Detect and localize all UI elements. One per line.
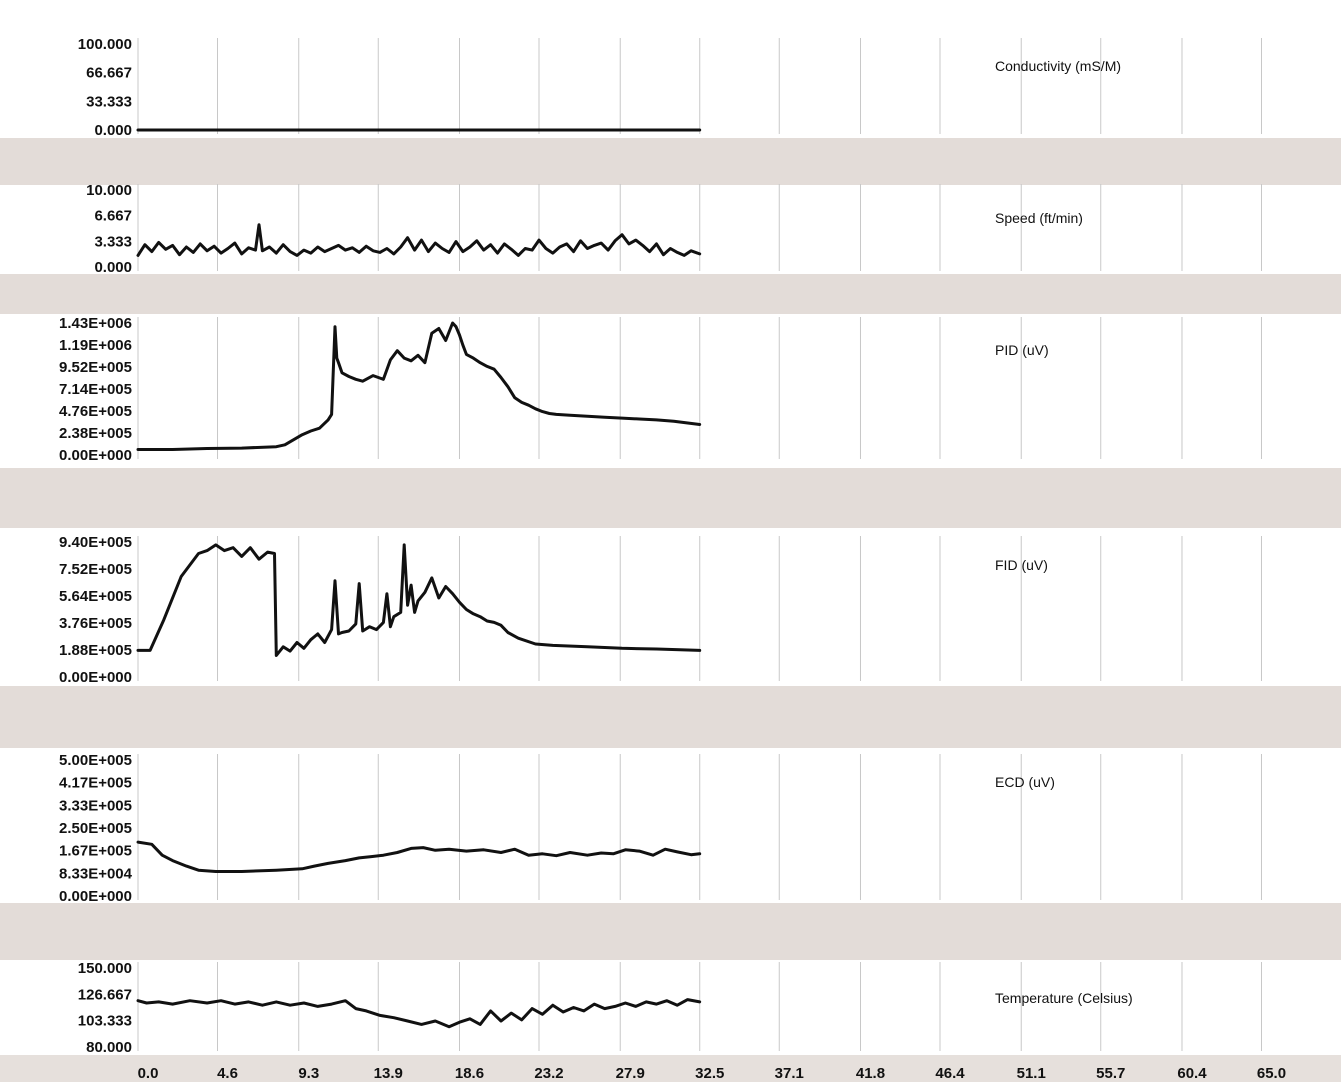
x-axis: 0.0 4.6 9.3 13.9 18.6 23.2 27.9 32.5 37.1 41.8 46.… xyxy=(138,1065,1287,1082)
y-tick-label: 7.52E+005 xyxy=(59,561,132,578)
y-tick-label: 103.333 xyxy=(78,1013,132,1030)
series-label: ECD (uV) xyxy=(995,774,1055,790)
y-tick-label: 150.000 xyxy=(78,960,132,977)
y-tick-label: 5.00E+005 xyxy=(59,752,132,769)
chart-panel: 5.00E+005 4.17E+005 3.33E+005 2.50E+005 1.67… xyxy=(59,752,1055,905)
y-tick-label: 100.000 xyxy=(78,36,132,53)
y-tick-label: 3.333 xyxy=(94,233,132,250)
y-tick-label: 6.667 xyxy=(94,208,132,225)
series-label: FID (uV) xyxy=(995,557,1048,573)
series-line xyxy=(136,543,702,657)
x-tick-label: 46.4 xyxy=(935,1065,965,1082)
y-tick-label: 8.33E+004 xyxy=(59,865,133,882)
x-tick-label: 37.1 xyxy=(775,1065,804,1082)
y-tick-label: 7.14E+005 xyxy=(59,381,132,398)
y-tick-label: 10.000 xyxy=(86,182,132,199)
y-tick-label: 9.52E+005 xyxy=(59,359,132,376)
panel-separator-band xyxy=(0,138,1341,185)
chart-panels: 100.000 66.667 33.333 0.000 Conductivity (mS… xyxy=(59,36,1133,1056)
x-tick-label: 9.3 xyxy=(298,1065,319,1082)
y-tick-label: 1.19E+006 xyxy=(59,337,132,354)
x-tick-label: 0.0 xyxy=(138,1065,159,1082)
y-tick-label: 0.00E+000 xyxy=(59,669,132,686)
x-tick-label: 23.2 xyxy=(534,1065,563,1082)
y-tick-label: 2.38E+005 xyxy=(59,425,132,442)
chart-panel: 9.40E+005 7.52E+005 5.64E+005 3.76E+005 1.88… xyxy=(59,534,1048,686)
y-tick-label: 126.667 xyxy=(78,986,132,1003)
y-tick-label: 66.667 xyxy=(86,65,132,82)
panel-separator-band xyxy=(0,903,1341,960)
chart-panel: 100.000 66.667 33.333 0.000 Conductivity (mS… xyxy=(78,36,1121,139)
chart-panel: 150.000 126.667 103.333 80.000 Temperature (… xyxy=(78,960,1133,1056)
y-tick-label: 80.000 xyxy=(86,1039,132,1056)
series-label: PID (uV) xyxy=(995,342,1049,358)
y-tick-label: 0.00E+000 xyxy=(59,447,132,464)
y-tick-label: 9.40E+005 xyxy=(59,534,132,551)
grid-lines xyxy=(137,38,1262,1051)
series-label: Temperature (Celsius) xyxy=(995,990,1133,1006)
x-tick-label: 27.9 xyxy=(616,1065,645,1082)
y-tick-label: 3.76E+005 xyxy=(59,615,132,632)
x-tick-label: 65.0 xyxy=(1257,1065,1286,1082)
panel-separator-band xyxy=(0,686,1341,748)
x-tick-label: 13.9 xyxy=(374,1065,403,1082)
series-line xyxy=(136,321,702,451)
x-tick-label: 41.8 xyxy=(856,1065,885,1082)
y-tick-label: 2.50E+005 xyxy=(59,820,132,837)
y-tick-label: 4.76E+005 xyxy=(59,403,132,420)
panel-separator-band xyxy=(0,468,1341,528)
series-line xyxy=(136,840,702,873)
y-tick-label: 0.000 xyxy=(94,122,132,139)
x-tick-label: 60.4 xyxy=(1177,1065,1207,1082)
y-tick-label: 0.00E+000 xyxy=(59,888,132,905)
x-tick-label: 18.6 xyxy=(455,1065,484,1082)
y-tick-label: 5.64E+005 xyxy=(59,588,132,605)
y-tick-label: 1.67E+005 xyxy=(59,843,132,860)
panel-separator-band xyxy=(0,274,1341,314)
y-tick-label: 0.000 xyxy=(94,259,132,276)
x-tick-label: 55.7 xyxy=(1096,1065,1125,1082)
x-tick-label: 51.1 xyxy=(1017,1065,1046,1082)
chart-panel: 1.43E+006 1.19E+006 9.52E+005 7.14E+005 4.76… xyxy=(59,315,1049,464)
x-tick-label: 4.6 xyxy=(217,1065,238,1082)
series-line xyxy=(136,998,702,1029)
y-tick-label: 1.88E+005 xyxy=(59,642,132,659)
y-tick-label: 4.17E+005 xyxy=(59,775,132,792)
chart-panel: 10.000 6.667 3.333 0.000 Speed (ft/min) xyxy=(86,182,1083,276)
series-line xyxy=(136,223,702,257)
series-label: Conductivity (mS/M) xyxy=(995,58,1121,74)
y-tick-label: 33.333 xyxy=(86,93,132,110)
y-tick-label: 3.33E+005 xyxy=(59,797,132,814)
x-axis-band xyxy=(0,1055,1341,1082)
y-tick-label: 1.43E+006 xyxy=(59,315,132,332)
series-label: Speed (ft/min) xyxy=(995,210,1083,226)
x-tick-label: 32.5 xyxy=(695,1065,724,1082)
